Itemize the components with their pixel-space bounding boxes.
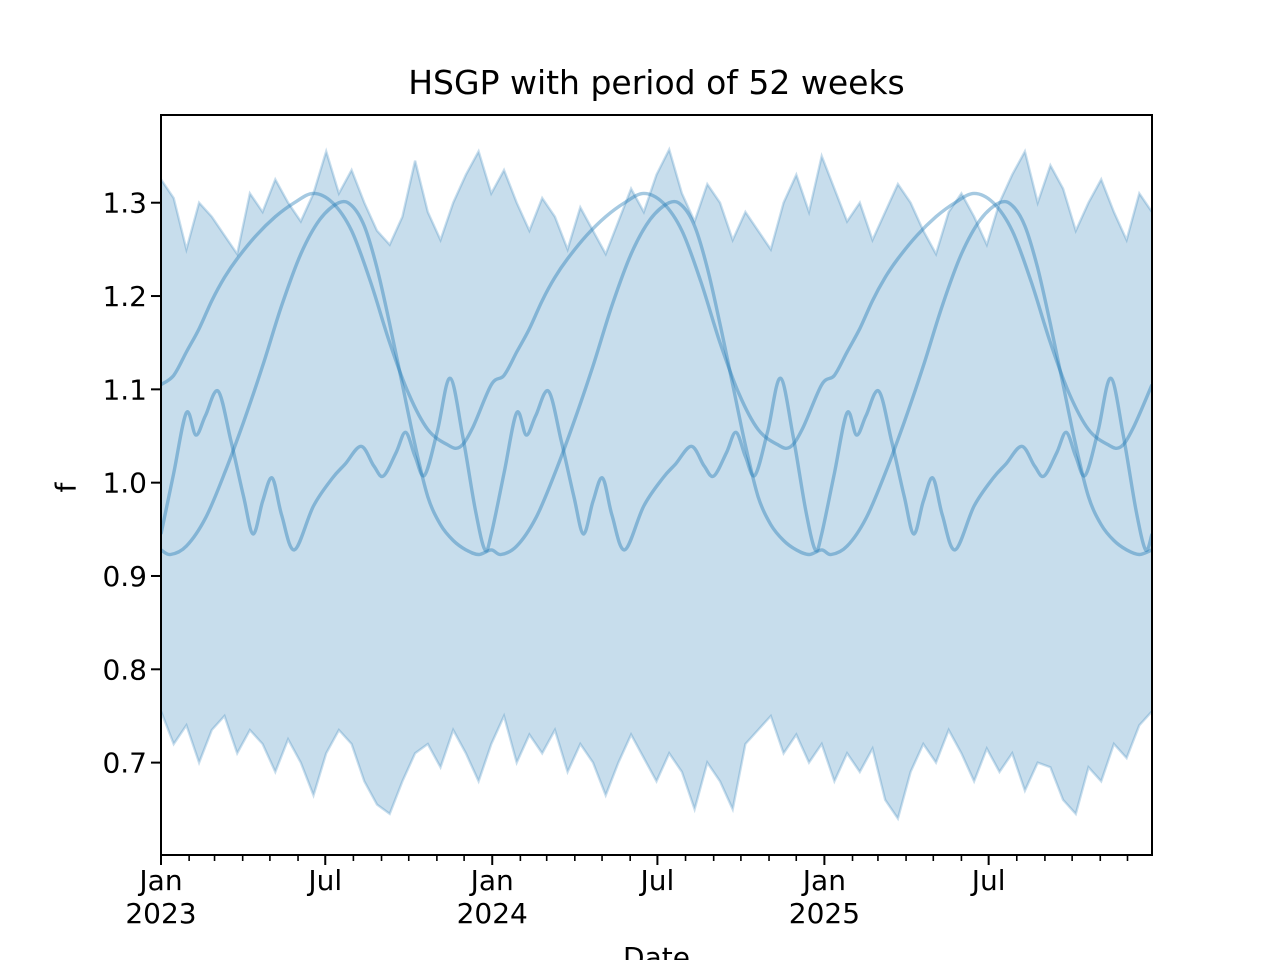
x-tick-label: Jul [639, 864, 675, 897]
x-tick-year-label: 2023 [125, 897, 196, 930]
y-tick-label: 0.9 [102, 560, 147, 593]
x-tick-label: Jan [469, 864, 514, 897]
x-tick-label: Jul [306, 864, 342, 897]
y-tick-label: 1.1 [102, 373, 147, 406]
x-tick-label: Jan [137, 864, 182, 897]
x-tick-label: Jan [801, 864, 846, 897]
y-axis-label: f [49, 482, 83, 493]
y-tick-label: 0.7 [102, 747, 147, 780]
hdi-band-upper-edge [161, 146, 1152, 258]
x-tick-year-label: 2025 [789, 897, 860, 930]
y-tick-label: 1.3 [102, 187, 147, 220]
x-axis-label: Date [623, 941, 690, 960]
chart-title: HSGP with period of 52 weeks [408, 63, 905, 102]
posterior-sample-curve-2 [161, 199, 1152, 557]
y-tick-label: 1.2 [102, 280, 147, 313]
y-tick-label: 0.8 [102, 653, 147, 686]
x-tick-label: Jul [970, 864, 1006, 897]
hdi-band [161, 149, 1152, 819]
x-tick-year-label: 2024 [457, 897, 528, 930]
hdi-band-lower-edge [161, 710, 1152, 822]
posterior-sample-curve-3 [161, 376, 1152, 553]
y-tick-label: 1.0 [102, 467, 147, 500]
posterior-sample-curve-1 [161, 191, 1152, 451]
